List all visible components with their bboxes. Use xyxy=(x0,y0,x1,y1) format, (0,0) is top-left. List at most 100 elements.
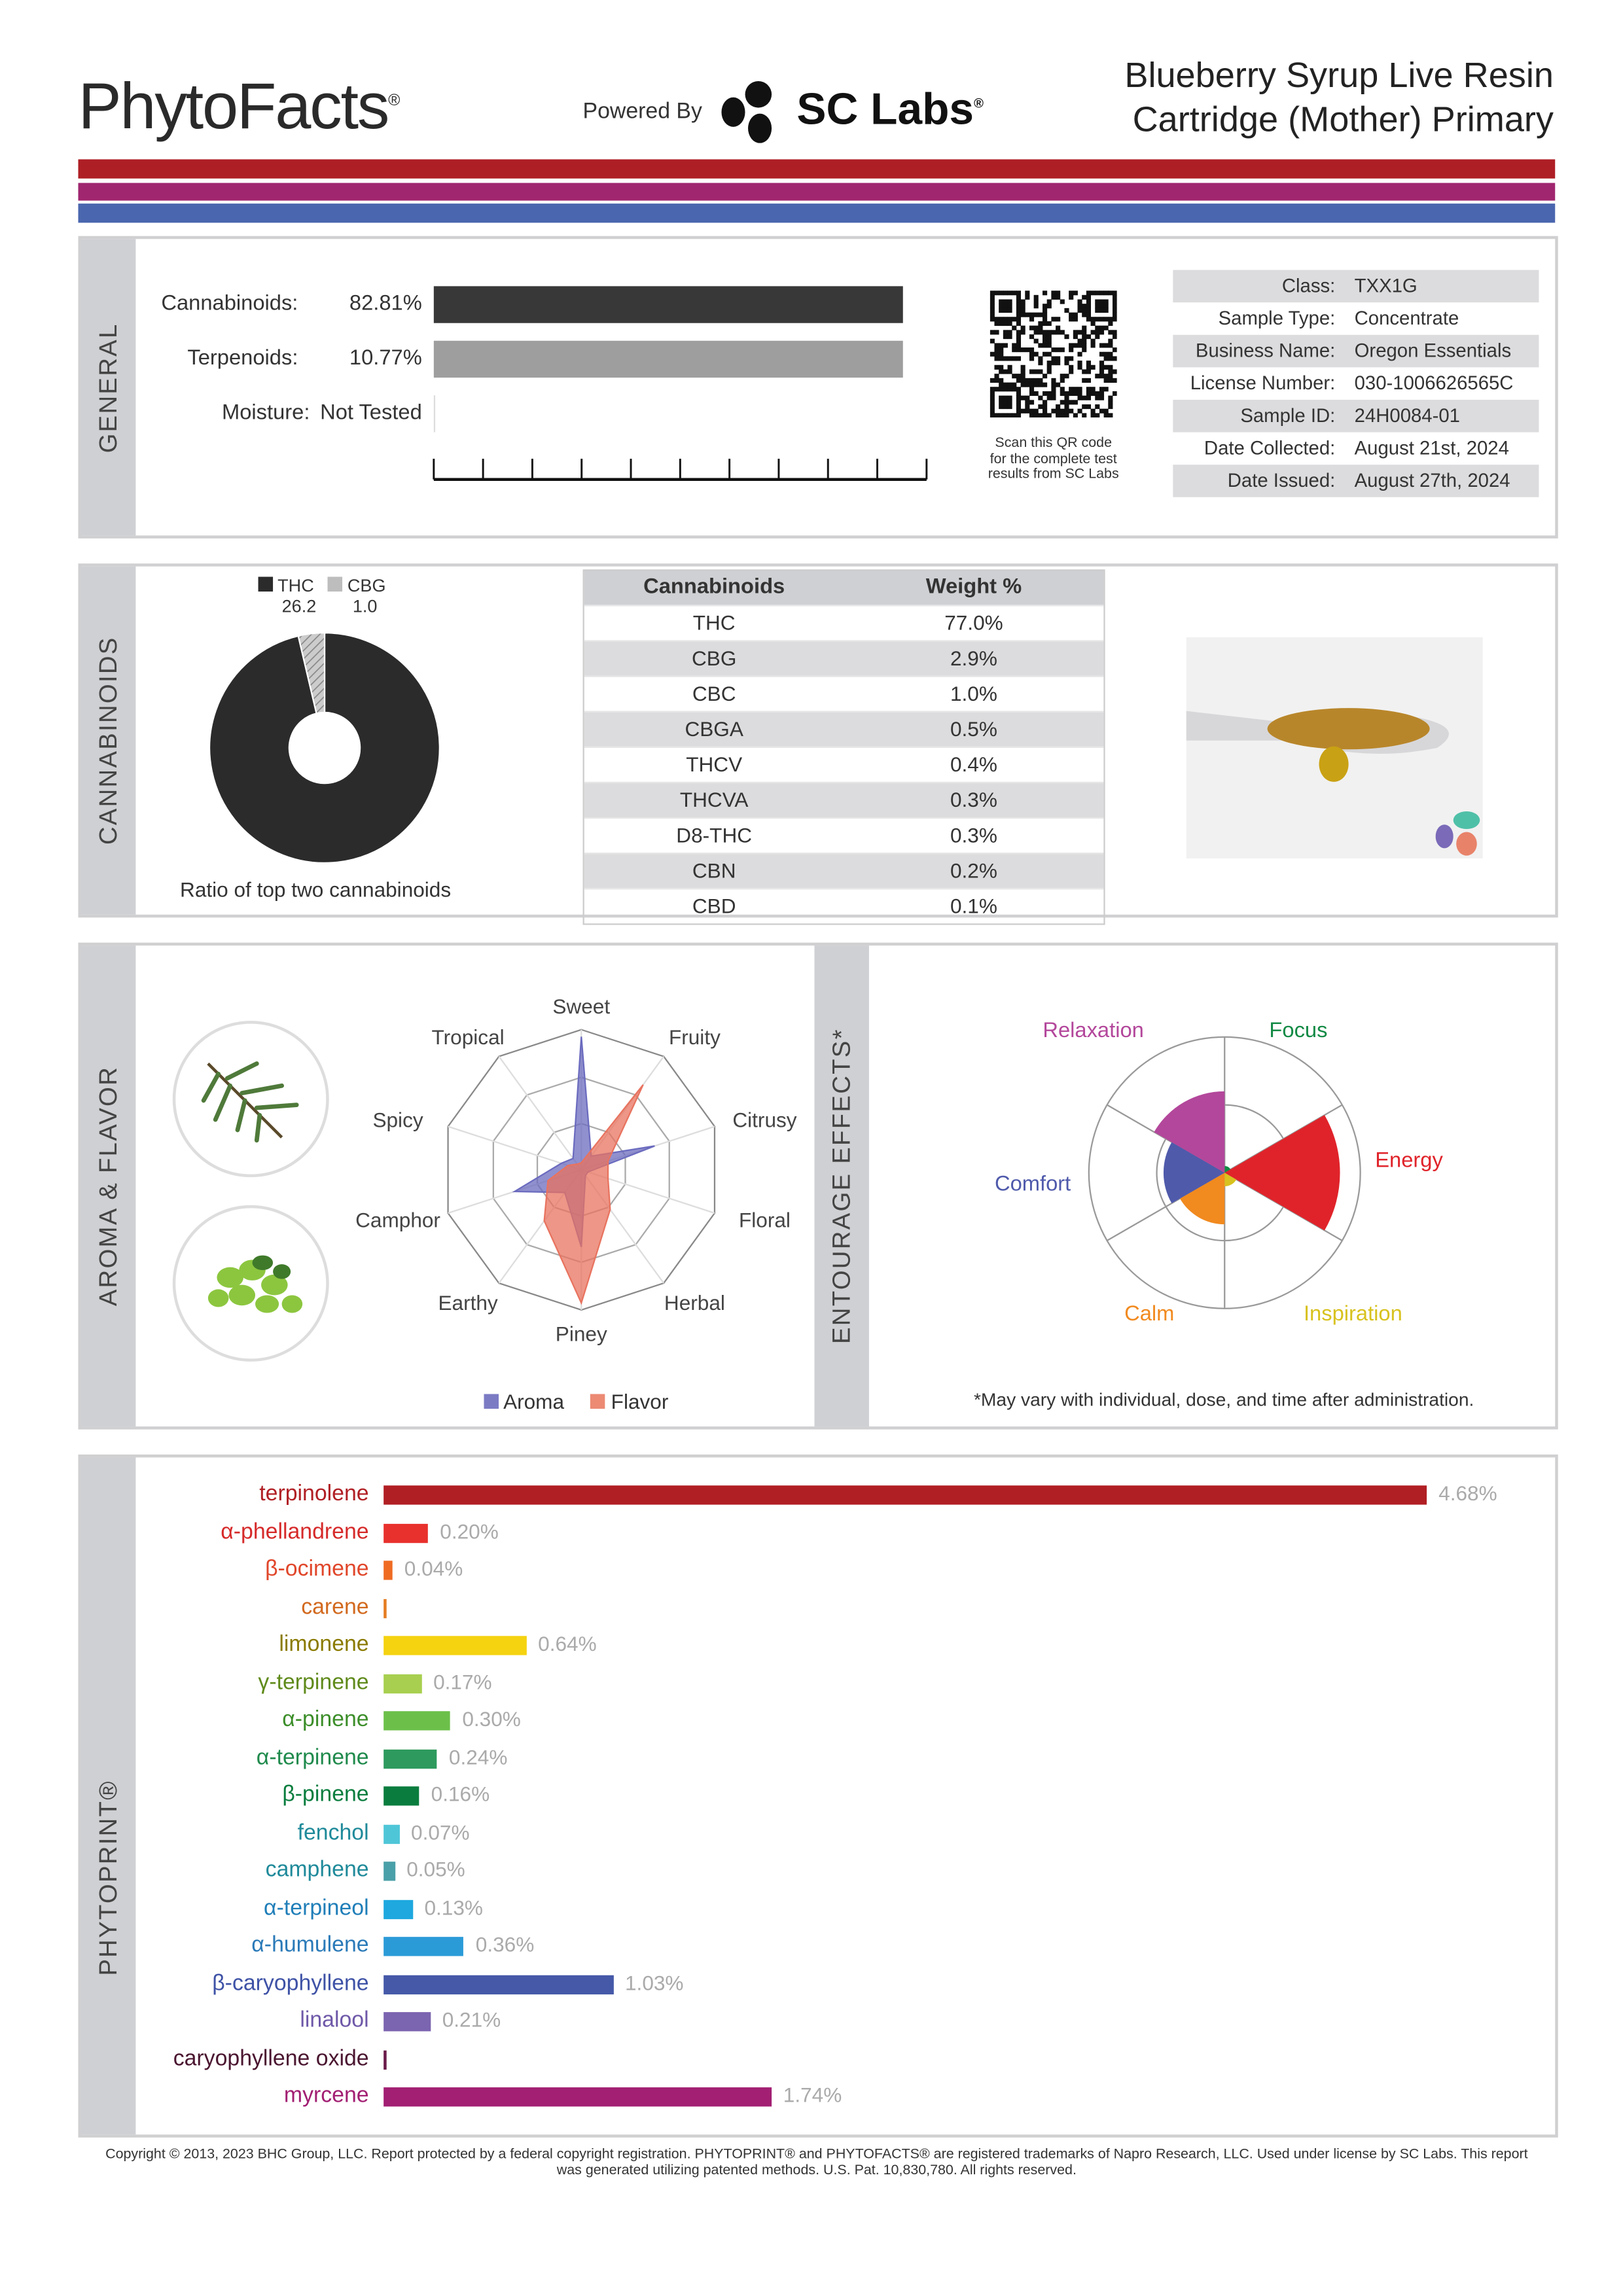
qr-module xyxy=(1060,387,1065,392)
info-value: August 21st, 2024 xyxy=(1354,436,1509,459)
moisture-bar xyxy=(433,395,436,433)
radar-axis-label: Spicy xyxy=(372,1107,423,1131)
qr-module xyxy=(1033,378,1039,383)
info-row: Sample ID: 24H0084-01 xyxy=(1173,399,1539,433)
moisture-value: Not Tested xyxy=(320,401,422,425)
qr-module xyxy=(1073,413,1078,418)
qr-module xyxy=(1046,361,1052,366)
qr-module xyxy=(1099,369,1105,374)
table-row: THC 77.0% xyxy=(584,605,1104,640)
qr-module xyxy=(1069,387,1074,392)
entourage-divider xyxy=(1107,1172,1225,1242)
qr-module xyxy=(1056,347,1061,353)
qr-module xyxy=(1112,330,1117,335)
qr-module xyxy=(1042,413,1048,418)
table-row: CBC 1.0% xyxy=(584,675,1104,711)
qr-module xyxy=(1056,317,1061,322)
qr-module xyxy=(1051,294,1056,300)
qr-module xyxy=(1095,317,1100,322)
terpene-value: 0.30% xyxy=(462,1706,521,1731)
cannabinoid-weight: 77.0% xyxy=(944,610,1003,635)
qr-module xyxy=(1064,395,1069,400)
entourage-label-relaxation: Relaxation xyxy=(1043,1019,1144,1043)
qr-module xyxy=(1064,361,1069,366)
qr-module xyxy=(1086,387,1091,392)
qr-module xyxy=(1090,317,1096,322)
terpene-bar xyxy=(383,1899,413,1918)
qr-module xyxy=(1016,404,1022,410)
terpene-label: linalool xyxy=(300,2007,369,2033)
qr-module xyxy=(1077,308,1082,313)
terpene-label: fenchol xyxy=(297,1819,369,1845)
qr-module xyxy=(1051,330,1056,335)
qr-code[interactable] xyxy=(990,291,1117,418)
section-label: ENTOURAGE EFFECTS* xyxy=(827,1028,855,1345)
qr-module xyxy=(1064,374,1069,379)
entourage-wedge-focus xyxy=(1224,1165,1231,1173)
info-value: Concentrate xyxy=(1354,306,1459,329)
qr-module xyxy=(1007,395,1012,400)
terpene-label: α-humulene xyxy=(251,1932,369,1958)
qr-module xyxy=(1112,308,1117,313)
terpene-bar xyxy=(383,1636,527,1655)
qr-module xyxy=(1016,304,1022,309)
terpene-label: camphene xyxy=(265,1857,369,1882)
qr-module xyxy=(1073,391,1078,397)
qr-module xyxy=(1033,391,1039,397)
qr-module xyxy=(1033,382,1039,387)
qr-module xyxy=(1033,351,1039,357)
qr-module xyxy=(1077,338,1082,344)
info-value: TXX1G xyxy=(1354,274,1418,297)
qr-module xyxy=(1099,308,1105,313)
section-label: CANNABINOIDS xyxy=(94,636,122,845)
qr-module xyxy=(1095,391,1100,397)
info-value: August 27th, 2024 xyxy=(1354,468,1510,491)
footer-line: was generated utilizing patented methods… xyxy=(556,2161,1077,2178)
qr-module xyxy=(1003,369,1008,374)
info-row: Class: TXX1G xyxy=(1173,270,1539,303)
qr-module xyxy=(1051,356,1056,361)
qr-module xyxy=(1012,325,1017,330)
qr-module xyxy=(990,395,995,400)
qr-module xyxy=(999,364,1004,370)
qr-module xyxy=(1007,400,1012,405)
qr-module xyxy=(1012,387,1017,392)
qr-module xyxy=(1007,321,1012,327)
cbg-ratio-value: 1.0 xyxy=(352,595,378,617)
qr-module xyxy=(1029,400,1035,405)
qr-module xyxy=(1095,291,1100,296)
col-header: Weight % xyxy=(925,575,1022,599)
cannabinoid-name: CBC xyxy=(692,681,736,705)
qr-module xyxy=(1073,387,1078,392)
qr-module xyxy=(999,343,1004,348)
qr-module xyxy=(1077,304,1082,309)
info-row: Business Name: Oregon Essentials xyxy=(1173,334,1539,368)
qr-module xyxy=(1112,369,1117,374)
hops-image xyxy=(172,1205,329,1362)
qr-module xyxy=(1016,294,1022,300)
qr-module xyxy=(1012,374,1017,379)
cannabinoids-value: 82.81% xyxy=(349,292,422,316)
table-row: THCV 0.4% xyxy=(584,746,1104,782)
qr-module xyxy=(999,351,1004,357)
qr-module xyxy=(1077,387,1082,392)
qr-module xyxy=(1099,299,1105,304)
qr-module xyxy=(1060,400,1065,405)
thc-legend-label: THC xyxy=(277,575,314,596)
qr-module xyxy=(1029,334,1035,340)
qr-module xyxy=(1069,291,1074,296)
qr-module xyxy=(994,364,999,370)
table-row: CBG 2.9% xyxy=(584,640,1104,676)
qr-module xyxy=(999,291,1004,296)
qr-module xyxy=(1082,312,1087,317)
qr-module xyxy=(1051,387,1056,392)
terpene-label: caryophyllene oxide xyxy=(173,2045,369,2071)
qr-module xyxy=(1064,400,1069,405)
product-title-line1: Blueberry Syrup Live Resin xyxy=(1124,56,1554,96)
qr-module xyxy=(1090,321,1096,327)
qr-module xyxy=(1042,321,1048,327)
cannabinoid-name: CBD xyxy=(692,894,736,918)
qr-module xyxy=(1007,387,1012,392)
qr-module xyxy=(1082,347,1087,353)
terpene-value: 0.04% xyxy=(404,1556,463,1580)
